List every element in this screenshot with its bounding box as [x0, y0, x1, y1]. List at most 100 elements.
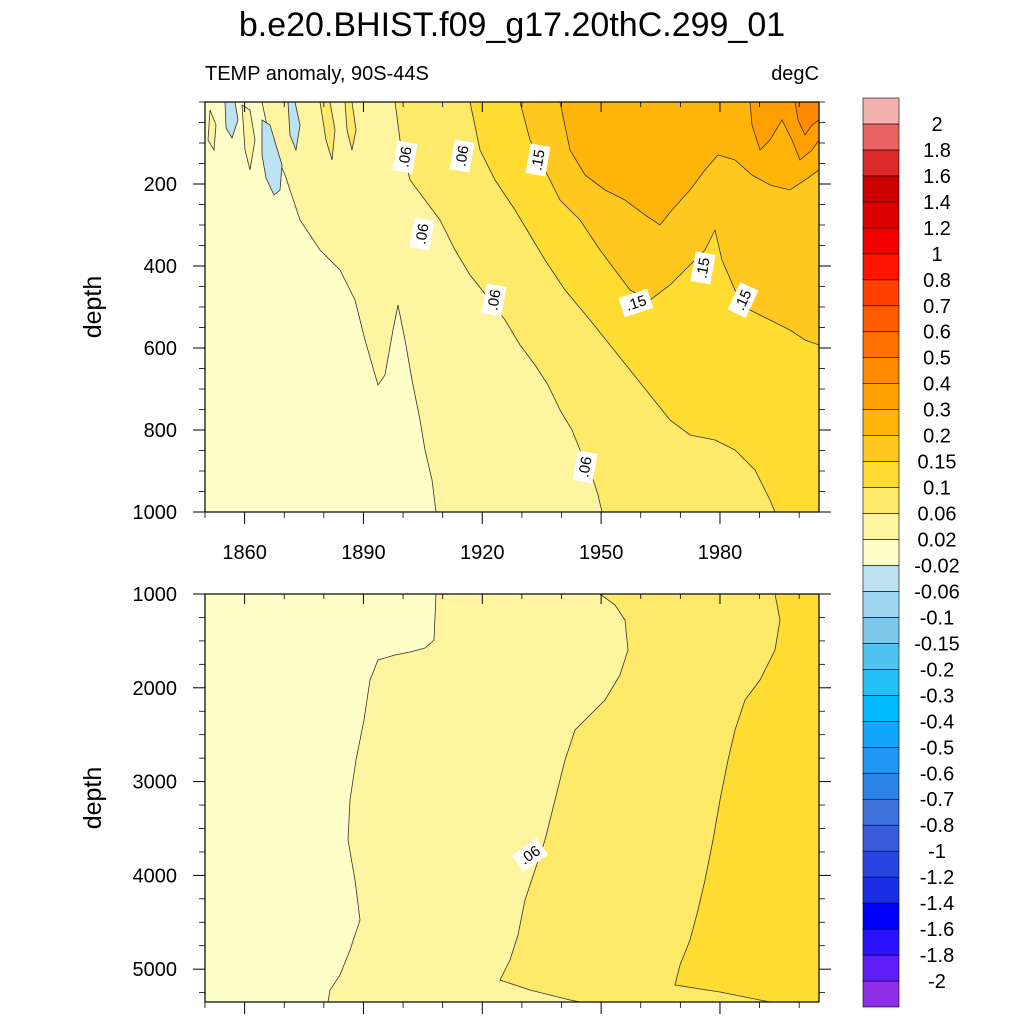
colorbar-label: -0.2: [920, 659, 954, 681]
colorbar-label: -0.15: [914, 633, 960, 655]
colorbar-swatch: [862, 876, 900, 904]
colorbar-swatch: [862, 175, 900, 203]
colorbar-swatch: [862, 928, 900, 956]
contour-label: .06: [572, 450, 598, 484]
upper-warm-patch-4: [344, 102, 357, 151]
colorbar: 2 1.8 1.6 1.4 1.2 1 0.8 0.7 0.6 0.5 0.4 0.3 0.2 0.15 0…: [862, 97, 960, 1008]
colorbar-label: -0.6: [920, 763, 954, 785]
contour-label: .06: [409, 217, 435, 251]
colorbar-label: -0.02: [914, 555, 960, 577]
upper-region-050: [794, 102, 819, 136]
colorbar-label: 1.4: [923, 192, 951, 214]
colorbar-label: 0.5: [923, 348, 951, 370]
colorbar-label: -0.8: [920, 815, 954, 837]
x-tick-label: 1860: [222, 542, 267, 564]
colorbar-swatch: [862, 798, 900, 826]
upper-y-tick-label: 1000: [133, 502, 178, 524]
colorbar-label: 2: [931, 114, 942, 136]
colorbar-swatch: [862, 954, 900, 982]
lower-y-axis-title: depth: [79, 767, 107, 830]
colorbar-swatch: [862, 850, 900, 878]
colorbar-label: -0.06: [914, 581, 960, 603]
colorbar-label: -0.1: [920, 607, 954, 629]
colorbar-label: 0.3: [923, 400, 951, 422]
colorbar-label: 0.15: [918, 452, 957, 474]
upper-y-tick-label: 800: [144, 420, 177, 442]
x-tick-label: 1890: [341, 542, 386, 564]
contour-label-text: .06: [395, 145, 415, 168]
upper-panel: [205, 102, 819, 512]
colorbar-label: 0.7: [923, 296, 951, 318]
colorbar-swatch: [862, 149, 900, 177]
contour-label: .15: [618, 288, 654, 318]
colorbar-swatch: [862, 279, 900, 307]
lower-frame: [204, 593, 820, 1003]
colorbar-label: -0.4: [920, 711, 954, 733]
colorbar-swatch: [862, 461, 900, 488]
lower-y-tick-label: 4000: [133, 865, 178, 887]
colorbar-label: 0.6: [923, 322, 951, 344]
colorbar-label: 0.06: [918, 504, 957, 526]
colorbar-swatch: [862, 772, 900, 800]
lower-y-tick-label: 1000: [133, 584, 178, 606]
upper-warm-patch-3: [319, 102, 336, 161]
contour-label-text: .15: [624, 292, 649, 315]
colorbar-label: 0.02: [918, 530, 957, 552]
colorbar-label: 0.1: [923, 478, 951, 500]
colorbar-swatch: [862, 123, 900, 151]
colorbar-swatch: [862, 746, 900, 774]
upper-cool-patch-2: [224, 102, 239, 139]
contour-label: .06: [449, 139, 475, 173]
colorbar-swatch: [862, 539, 900, 566]
colorbar-label: -0.7: [920, 789, 954, 811]
contour-label: .15: [525, 143, 551, 177]
colorbar-swatch: [862, 383, 900, 410]
colorbar-swatch: [862, 357, 900, 384]
colorbar-swatch: [862, 331, 900, 359]
contour-label-text: .15: [693, 256, 713, 279]
upper-y-tick-label: 200: [144, 174, 177, 196]
colorbar-swatch: [862, 643, 900, 670]
colorbar-swatch: [862, 227, 900, 255]
lower-y-tick-label: 5000: [133, 959, 178, 981]
colorbar-label: -1.4: [920, 893, 954, 915]
contour-label: .06: [481, 283, 507, 317]
colorbar-swatch: [862, 695, 900, 722]
upper-y-axis-title: depth: [79, 276, 107, 339]
lower-y-tick-label: 3000: [133, 772, 178, 794]
upper-y-tick-label: 400: [144, 256, 177, 278]
colorbar-swatch: [862, 513, 900, 540]
colorbar-label: 1.2: [923, 218, 951, 240]
subtitle-left: TEMP anomaly, 90S-44S: [205, 63, 429, 85]
colorbar-label: -1.6: [920, 919, 954, 941]
colorbar-label: -0.3: [920, 685, 954, 707]
lower-panel: [205, 594, 819, 1002]
colorbar-label: -1: [928, 841, 946, 863]
colorbar-swatch: [862, 902, 900, 930]
upper-warm-patch-1: [207, 109, 217, 152]
upper-y-tick-label: 600: [144, 338, 177, 360]
colorbar-label: 1: [931, 244, 942, 266]
contour-label: .06: [392, 140, 418, 174]
colorbar-swatch: [862, 669, 900, 696]
subtitle-right: degC: [771, 63, 819, 85]
colorbar-swatch: [862, 305, 900, 333]
colorbar-swatch: [862, 409, 900, 436]
upper-cool-patch-1: [261, 119, 283, 196]
colorbar-swatch: [862, 565, 900, 592]
contour-label: .15: [690, 251, 716, 285]
contour-label-text: .15: [528, 148, 548, 171]
colorbar-label: -2: [928, 971, 946, 993]
colorbar-label: 0.8: [923, 270, 951, 292]
contour-label-text: .06: [484, 288, 504, 311]
upper-cool-patch-3: [287, 102, 301, 152]
x-tick-label: 1980: [698, 542, 743, 564]
colorbar-swatch: [862, 487, 900, 514]
x-tick-label: 1920: [460, 542, 505, 564]
lower-y-tick-label: 2000: [133, 678, 178, 700]
lower-region-015: [674, 594, 819, 1002]
contour-label-text: .06: [575, 455, 595, 478]
colorbar-swatch: [862, 824, 900, 852]
colorbar-label: -1.2: [920, 867, 954, 889]
x-tick-label: 1950: [579, 542, 624, 564]
